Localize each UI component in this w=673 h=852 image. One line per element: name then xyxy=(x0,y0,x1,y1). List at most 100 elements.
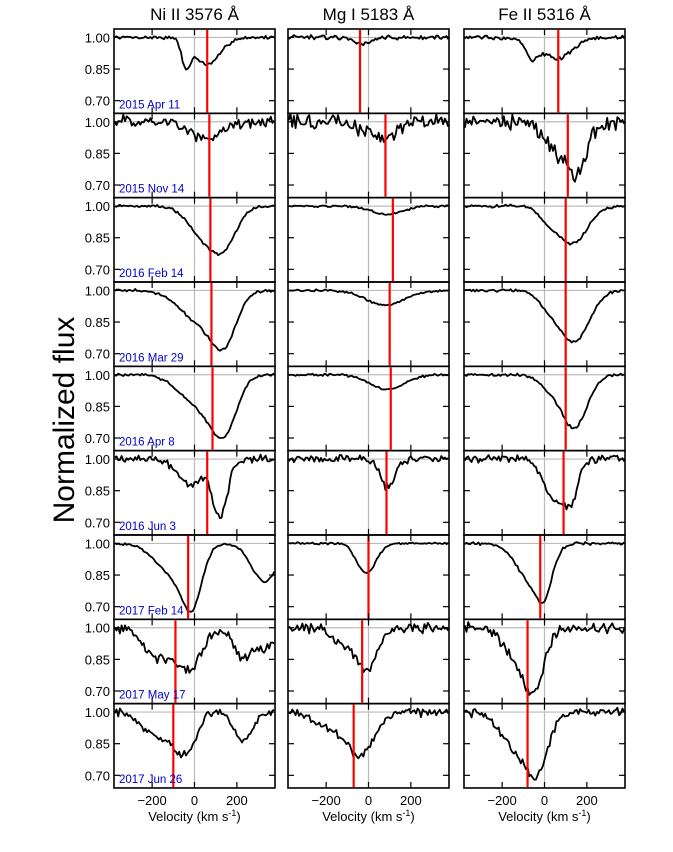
epoch-date-label: 2016 Mar 29 xyxy=(119,352,184,364)
spectrum-line xyxy=(464,288,625,344)
panels-layer: 0.70 0.85 1.00 2015 Apr 11 0.70 0.85 1.00 2015 … xyxy=(85,5,626,824)
x-tick-label: 200 xyxy=(576,793,598,808)
panel-2-7 xyxy=(463,618,626,705)
epoch-date-label: 2016 Feb 14 xyxy=(119,268,184,280)
spectrum-line xyxy=(287,112,450,143)
spectrum-line xyxy=(114,542,276,613)
y-tick-label: 0.85 xyxy=(85,568,110,583)
y-tick-label: 0.70 xyxy=(85,768,110,783)
panel-1-7 xyxy=(287,618,450,705)
x-tick-label: 0 xyxy=(365,793,372,808)
epoch-date-label: 2015 Apr 11 xyxy=(119,99,180,111)
x-axis-label-close: ) xyxy=(410,809,414,824)
panel-1-6 xyxy=(287,534,450,621)
epoch-date-label: 2015 Nov 14 xyxy=(119,184,185,196)
column-title: Fe II 5316 Å xyxy=(498,5,591,24)
x-tick-label: 0 xyxy=(541,793,548,808)
column-title: Mg I 5183 Å xyxy=(323,5,415,24)
spectrum-line xyxy=(464,706,626,781)
y-axis-label: Normalized flux xyxy=(48,317,81,524)
y-tick-label: 1.00 xyxy=(85,283,110,298)
x-axis-label: Velocity (km s-1) xyxy=(148,808,241,824)
spectrum-line xyxy=(114,372,275,439)
panel-2-8: −200 0 200 xyxy=(463,702,626,808)
panel-0-2: 0.70 0.85 1.00 2016 Feb 14 xyxy=(85,196,276,283)
y-tick-label: 0.70 xyxy=(85,347,110,362)
y-tick-label: 0.85 xyxy=(85,652,110,667)
y-tick-label: 0.70 xyxy=(85,262,110,277)
x-axis-label-close: ) xyxy=(586,809,590,824)
y-tick-label: 0.70 xyxy=(85,94,110,109)
y-tick-label: 1.00 xyxy=(85,621,110,636)
x-axis-label-sup: -1 xyxy=(228,808,236,818)
x-tick-label: −200 xyxy=(311,793,340,808)
y-tick-label: 1.00 xyxy=(85,199,110,214)
spectrum-line xyxy=(288,372,449,391)
spectrum-line xyxy=(114,113,275,143)
y-tick-label: 1.00 xyxy=(85,30,110,45)
panel-0-4: 0.70 0.85 1.00 2016 Apr 8 xyxy=(85,365,276,452)
y-tick-label: 0.85 xyxy=(85,484,110,499)
y-tick-label: 0.70 xyxy=(85,178,110,193)
y-tick-label: 0.85 xyxy=(85,231,110,246)
x-axis-label-sup: -1 xyxy=(402,808,410,818)
y-tick-label: 0.70 xyxy=(85,515,110,530)
panel-2-4 xyxy=(463,365,626,452)
spectrum-line xyxy=(114,203,275,257)
y-tick-label: 0.70 xyxy=(85,684,110,699)
y-tick-label: 0.70 xyxy=(85,431,110,446)
x-axis-label-main: Velocity (km s xyxy=(322,809,403,824)
epoch-date-label: 2016 Apr 8 xyxy=(119,437,175,449)
y-tick-label: 1.00 xyxy=(85,115,110,130)
panel-2-3 xyxy=(463,281,626,368)
spectrum-line xyxy=(113,707,275,759)
spectrum-line xyxy=(288,288,449,307)
panel-1-1 xyxy=(287,112,450,199)
x-tick-label: 0 xyxy=(191,793,198,808)
panel-1-0 xyxy=(287,28,450,115)
column-title: Ni II 3576 Å xyxy=(150,5,239,24)
panel-2-0 xyxy=(463,28,626,115)
x-axis-label-close: ) xyxy=(236,809,240,824)
panel-1-4 xyxy=(287,365,450,452)
spectrum-line xyxy=(114,288,275,352)
panel-0-1: 0.70 0.85 1.00 2015 Nov 14 xyxy=(85,112,276,199)
x-axis-label-main: Velocity (km s xyxy=(498,809,579,824)
x-tick-label: −200 xyxy=(487,793,516,808)
x-axis-label: Velocity (km s-1) xyxy=(498,808,591,824)
spectrum-line xyxy=(464,34,625,63)
panel-0-5: 0.70 0.85 1.00 2016 Jun 3 xyxy=(85,449,276,536)
panel-1-3 xyxy=(287,281,450,368)
spectrum-line xyxy=(114,35,275,71)
x-tick-label: −200 xyxy=(137,793,166,808)
y-tick-label: 0.85 xyxy=(85,399,110,414)
x-axis-label-main: Velocity (km s xyxy=(148,809,229,824)
panel-2-1 xyxy=(463,112,626,199)
epoch-date-label: 2016 Jun 3 xyxy=(119,521,176,533)
spectrum-line xyxy=(464,541,625,604)
x-axis-label-sup: -1 xyxy=(578,808,586,818)
spectrum-line xyxy=(463,621,626,696)
y-tick-label: 1.00 xyxy=(85,536,110,551)
spectrum-line xyxy=(464,203,625,246)
panel-0-3: 0.70 0.85 1.00 2016 Mar 29 xyxy=(85,281,276,368)
x-tick-label: 200 xyxy=(400,793,422,808)
panel-0-8: 0.70 0.85 1.00 −200 0 200 2017 Jun 26 xyxy=(85,702,276,808)
y-tick-label: 0.85 xyxy=(85,146,110,161)
spectrum-line xyxy=(464,372,625,430)
panel-0-6: 0.70 0.85 1.00 2017 Feb 14 xyxy=(85,534,276,621)
spectrum-line xyxy=(288,204,449,216)
x-axis-label: Velocity (km s-1) xyxy=(322,808,415,824)
y-tick-label: 0.85 xyxy=(85,737,110,752)
spectrum-line xyxy=(463,113,626,183)
panel-1-8: −200 0 200 xyxy=(287,702,450,808)
panel-1-2 xyxy=(287,196,450,283)
spectrum-line xyxy=(114,453,275,520)
panel-2-2 xyxy=(463,196,626,283)
panel-1-5 xyxy=(287,449,450,536)
epoch-date-label: 2017 Jun 26 xyxy=(119,774,182,786)
spectrum-line xyxy=(114,624,275,674)
y-tick-label: 0.85 xyxy=(85,315,110,330)
y-tick-label: 1.00 xyxy=(85,452,110,467)
